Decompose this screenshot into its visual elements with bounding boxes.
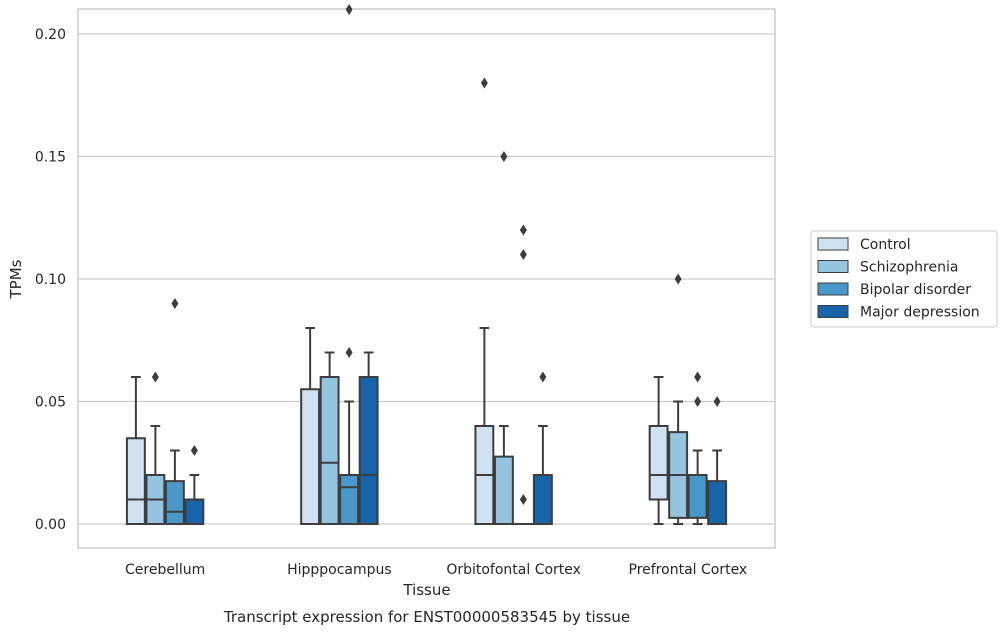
legend-swatch — [817, 305, 849, 318]
box-iqr — [493, 455, 514, 525]
outlier-point — [151, 371, 159, 383]
legend-swatch — [817, 282, 849, 296]
outlier-point — [674, 273, 682, 285]
legend-label: Schizophrenia — [860, 260, 958, 276]
y-tick-label: 0.20 — [35, 27, 66, 43]
box-major-depression — [184, 445, 205, 525]
box-control — [125, 376, 146, 525]
box-schizophrenia — [145, 371, 166, 525]
box-major-depression — [707, 396, 728, 525]
box-major-depression — [358, 351, 379, 525]
outlier-point — [500, 151, 508, 162]
legend-label: Bipolar disorder — [860, 282, 971, 298]
box-iqr — [300, 388, 321, 525]
y-tick-label: 0.05 — [35, 395, 66, 411]
outlier-point — [519, 249, 527, 260]
plot-frame — [77, 8, 776, 549]
box-iqr — [687, 474, 708, 519]
x-axis-title: Tissue — [402, 581, 450, 599]
box-iqr — [358, 376, 379, 525]
x-tick-label: Hipppocampus — [287, 562, 392, 578]
outlier-point — [480, 77, 488, 89]
box-bipolar-disorder — [687, 371, 708, 525]
legend-frame — [810, 230, 998, 328]
legend: Control Schizophrenia Bipolar disorder Majo… — [810, 230, 998, 328]
box-bipolar-disorder — [339, 4, 360, 525]
box-schizophrenia — [319, 351, 340, 525]
outlier-point — [171, 298, 179, 309]
y-axis-ticks: 0.00 0.05 0.10 0.15 0.20 — [35, 27, 66, 533]
box-groups — [125, 4, 728, 526]
x-tick-label: Cerebellum — [125, 562, 205, 578]
x-tick-label: Orbitofontal Cortex — [446, 562, 581, 578]
box-bipolar-disorder — [164, 298, 185, 525]
box-control — [648, 376, 669, 525]
box-iqr — [125, 437, 146, 525]
box-iqr — [707, 480, 728, 525]
y-tick-label: 0.15 — [35, 150, 66, 166]
legend-swatch — [817, 237, 849, 251]
outlier-point — [694, 396, 702, 407]
outlier-point — [539, 371, 547, 383]
box-iqr — [184, 498, 205, 525]
box-control — [474, 77, 495, 525]
y-tick-label: 0.10 — [35, 272, 66, 288]
chart-caption: Transcript expression for ENST0000058354… — [223, 608, 630, 626]
box-iqr — [339, 474, 360, 525]
outlier-point — [694, 371, 702, 383]
outlier-point — [190, 445, 198, 456]
outlier-point — [713, 396, 721, 407]
legend-swatch — [817, 260, 849, 273]
y-axis-title: TPMs — [7, 259, 25, 299]
box-iqr — [532, 474, 553, 525]
outlier-point — [519, 494, 527, 505]
legend-label: Major depression — [860, 305, 980, 321]
x-tick-label: Prefrontal Cortex — [629, 562, 748, 578]
box-iqr — [319, 376, 340, 525]
outlier-point — [345, 4, 353, 15]
box-iqr — [648, 425, 669, 501]
box-iqr — [164, 480, 185, 525]
box-major-depression — [532, 371, 553, 525]
x-axis-ticks: Cerebellum Hipppocampus Orbitofontal Corte… — [125, 562, 747, 578]
box-bipolar-disorder — [513, 224, 534, 526]
outlier-point — [345, 347, 353, 358]
outlier-point — [519, 224, 527, 236]
box-control — [300, 327, 321, 525]
legend-label: Control — [860, 237, 911, 253]
box-schizophrenia — [493, 151, 514, 525]
y-tick-label: 0.00 — [35, 517, 66, 533]
box-schizophrenia — [668, 273, 689, 525]
